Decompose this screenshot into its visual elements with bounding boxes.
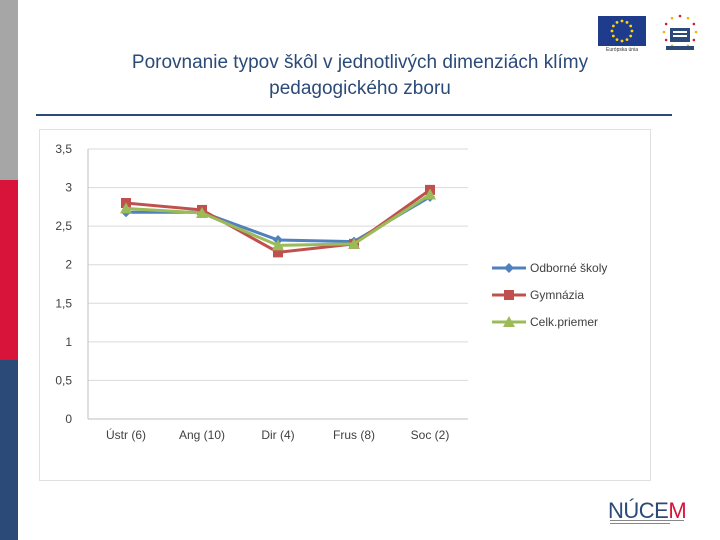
y-tick-label: 3	[65, 181, 72, 195]
slide-title-line1: Porovnanie typov škôl v jednotlivých dim…	[131, 52, 589, 73]
data-point	[120, 202, 132, 214]
esf-logo	[662, 14, 698, 50]
nucem-logo-main: NÚCE	[608, 498, 669, 523]
series-lines	[120, 184, 436, 258]
x-tick-label: Ang (10)	[179, 428, 225, 442]
eu-star-icon	[615, 20, 619, 24]
series-2	[120, 188, 436, 251]
data-point	[424, 188, 436, 200]
esf-star-icon	[694, 30, 698, 34]
line-chart: 0 0,5 1 1,5 2 2,5 3 3,5 Ústr (6) Ang (10) Dir (4)…	[55, 142, 607, 442]
y-tick-label: 2	[65, 258, 72, 272]
slide-title-line2: pedagogického zboru	[269, 78, 451, 99]
legend: Odborné školy Gymnázia Celk.priemer	[492, 261, 607, 329]
legend-swatch-marker	[504, 290, 514, 300]
side-bar-red	[0, 180, 18, 360]
eu-star-icon	[620, 39, 624, 43]
eu-star-icon	[620, 19, 624, 23]
esf-star-icon	[678, 14, 682, 18]
data-point	[273, 247, 283, 258]
series-line	[126, 195, 431, 244]
legend-item: Odborné školy	[492, 261, 607, 275]
data-point	[196, 207, 208, 219]
y-tick-label: 0,5	[55, 373, 72, 387]
chart-frame: 0 0,5 1 1,5 2 2,5 3 3,5 Ústr (6) Ang (10) Dir (4)…	[40, 130, 650, 480]
y-tick-label: 2,5	[55, 219, 72, 233]
eu-star-icon	[611, 34, 615, 38]
legend-label: Gymnázia	[530, 288, 584, 302]
esf-star-icon	[670, 16, 674, 20]
eu-star-icon	[615, 38, 619, 42]
y-tick-labels: 0 0,5 1 1,5 2 2,5 3 3,5	[55, 142, 72, 426]
eu-flag-logo	[598, 16, 646, 46]
esf-star-icon	[692, 22, 696, 26]
grid-lines	[88, 148, 468, 381]
legend-item: Celk.priemer	[492, 315, 598, 329]
y-tick-label: 0	[65, 412, 72, 426]
legend-label: Celk.priemer	[530, 315, 598, 329]
eu-star-icon	[629, 34, 633, 38]
eu-star-icon	[630, 29, 634, 33]
data-point	[272, 239, 284, 251]
y-tick-label: 1,5	[55, 296, 72, 310]
esf-star-icon	[692, 38, 696, 42]
title-underline	[36, 114, 672, 116]
x-tick-label: Frus (8)	[333, 428, 375, 442]
axes	[87, 149, 468, 420]
side-bar-blue	[0, 360, 18, 540]
eu-star-icon	[625, 38, 629, 42]
eu-caption: Európska únia	[606, 47, 638, 53]
eu-star-icon	[629, 24, 633, 28]
nucem-logo-accent: M	[668, 498, 687, 523]
esf-star-icon	[662, 30, 666, 34]
x-tick-labels: Ústr (6) Ang (10) Dir (4) Frus (8) Soc (2)	[106, 427, 449, 442]
data-point	[348, 237, 360, 249]
legend-swatch-marker	[503, 316, 515, 327]
esf-star-icon	[664, 38, 668, 42]
y-tick-label: 1	[65, 335, 72, 349]
eu-star-icon	[625, 20, 629, 24]
esf-star-icon	[664, 22, 668, 26]
nucem-logo: NÚCEM	[608, 498, 687, 524]
x-tick-label: Dir (4)	[261, 428, 294, 442]
esf-star-icon	[686, 16, 690, 20]
eu-star-icon	[611, 24, 615, 28]
legend-item: Gymnázia	[492, 288, 584, 302]
legend-label: Odborné školy	[530, 261, 607, 275]
y-tick-label: 3,5	[55, 142, 72, 156]
nucem-logo-subtext	[610, 519, 690, 526]
x-tick-label: Soc (2)	[411, 428, 450, 442]
side-bar-gray	[0, 0, 18, 180]
x-tick-label: Ústr (6)	[106, 427, 146, 442]
eu-star-icon	[610, 29, 614, 33]
slide-title: Porovnanie typov škôl v jednotlivých dim…	[30, 50, 690, 102]
legend-swatch-marker	[504, 263, 514, 273]
